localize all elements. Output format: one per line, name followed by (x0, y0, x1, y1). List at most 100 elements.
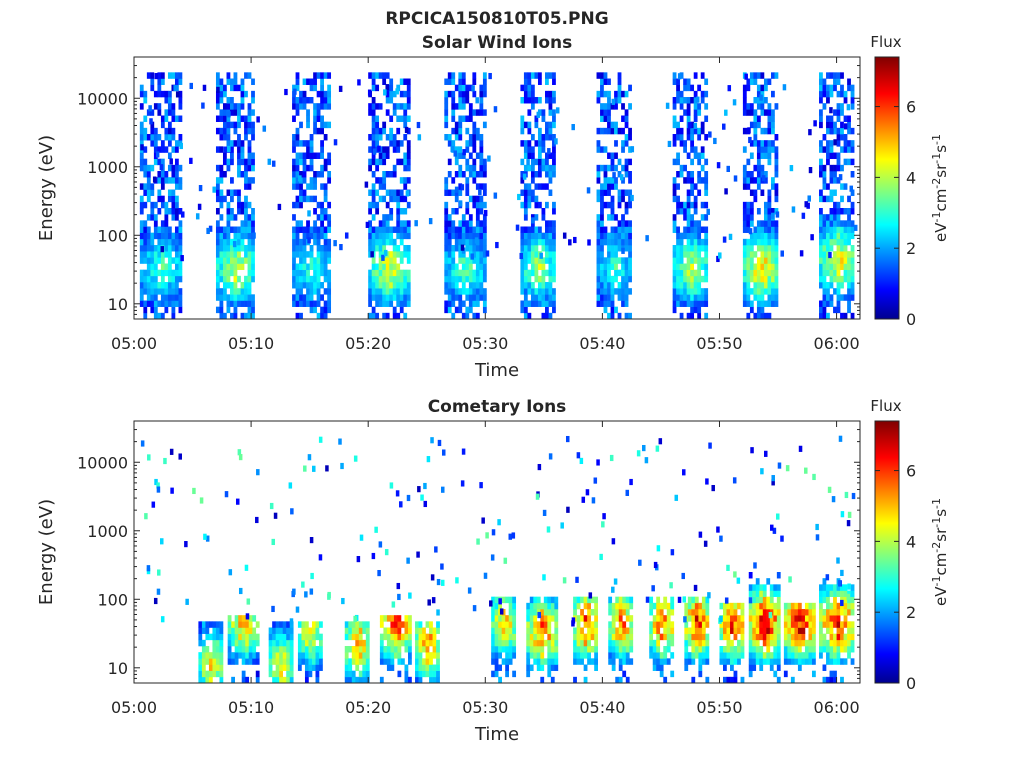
heatmap-cell (636, 450, 641, 457)
heatmap-cell (146, 177, 151, 184)
heatmap-cell (693, 183, 698, 190)
heatmap-cell (607, 78, 611, 85)
heatmap-cell (157, 226, 162, 233)
heatmap-cell (644, 457, 649, 464)
heatmap-cell (355, 627, 360, 634)
heatmap-cell (171, 269, 176, 277)
heatmap-cell (826, 121, 830, 129)
heatmap-cell (153, 232, 158, 240)
heatmap-cell (652, 664, 657, 671)
heatmap-cell (231, 621, 235, 628)
heatmap-cell (461, 84, 466, 92)
heatmap-cell (244, 72, 248, 79)
heatmap-cell (271, 160, 276, 167)
heatmap-cell (545, 300, 549, 307)
heatmap-cell (773, 621, 778, 628)
heatmap-cell (313, 115, 317, 122)
heatmap-cell (723, 633, 727, 641)
heatmap-cell (783, 633, 788, 641)
heatmap-cell (395, 490, 400, 497)
heatmap-cell (822, 584, 827, 591)
heatmap-cell (683, 251, 687, 258)
heatmap-cell (378, 251, 383, 258)
heatmap-cell (697, 263, 702, 270)
heatmap-cell (822, 306, 827, 314)
heatmap-cell (155, 151, 160, 158)
heatmap-cell (226, 140, 231, 147)
heatmap-cell (600, 146, 604, 153)
heatmap-cell (226, 103, 231, 110)
heatmap-cell (545, 294, 549, 301)
heatmap-cell (628, 238, 632, 246)
heatmap-cell (676, 232, 680, 240)
heatmap-cell (843, 312, 848, 319)
heatmap-cell (297, 652, 302, 659)
heatmap-cell (295, 134, 300, 141)
heatmap-cell (143, 282, 148, 289)
heatmap-cell (552, 90, 556, 98)
heatmap-cell (840, 183, 844, 190)
heatmap-cell (383, 627, 388, 634)
heatmap-cell (614, 251, 618, 258)
heatmap-cell (771, 263, 775, 270)
heatmap-cell (458, 152, 463, 159)
heatmap-cell (316, 201, 321, 209)
heatmap-cell (850, 646, 855, 653)
heatmap-cell (362, 670, 367, 678)
heatmap-cell (272, 639, 276, 647)
heatmap-cell (240, 220, 245, 227)
heatmap-cell (198, 621, 203, 628)
heatmap-cell (833, 171, 837, 178)
heatmap-cell (436, 676, 440, 683)
heatmap-cell (819, 269, 823, 277)
heatmap-cell (545, 226, 549, 233)
heatmap-cell (847, 633, 851, 641)
heatmap-cell (392, 90, 397, 98)
heatmap-cell (603, 300, 608, 307)
heatmap-cell (139, 269, 144, 277)
heatmap-cell (302, 300, 307, 307)
heatmap-cell (536, 633, 541, 641)
heatmap-cell (447, 72, 452, 79)
heatmap-cell (748, 670, 753, 678)
heatmap-cell (157, 189, 162, 196)
heatmap-cell (790, 639, 795, 647)
heatmap-cell (753, 189, 758, 196)
heatmap-cell (205, 676, 210, 683)
heatmap-cell (552, 257, 556, 264)
heatmap-cell (594, 621, 598, 628)
heatmap-cell (244, 294, 248, 301)
heatmap-cell (320, 208, 324, 215)
heatmap-cell (819, 140, 823, 147)
x-tick-label: 05:40 (579, 698, 625, 717)
heatmap-cell (826, 596, 830, 604)
heatmap-cell (362, 621, 367, 628)
heatmap-cell (160, 616, 165, 623)
heatmap-cell (697, 300, 702, 307)
heatmap-cell (649, 639, 654, 647)
heatmap-cell (672, 134, 677, 141)
heatmap-cell (385, 146, 390, 153)
heatmap-cell (292, 140, 296, 147)
heatmap-cell (233, 269, 238, 277)
heatmap-cell (726, 609, 731, 616)
heatmap-cell (850, 220, 855, 227)
heatmap-cell (244, 300, 248, 307)
heatmap-cell (447, 134, 452, 141)
heatmap-cell (146, 134, 151, 141)
heatmap-cell (461, 97, 466, 104)
heatmap-cell (686, 226, 691, 233)
heatmap-cell (826, 72, 830, 79)
heatmap-cell (491, 652, 495, 659)
heatmap-cell (219, 288, 224, 295)
heatmap-cell (767, 158, 772, 166)
heatmap-cell (447, 288, 452, 295)
heatmap-cell (742, 97, 747, 104)
heatmap-cell (701, 633, 706, 641)
heatmap-cell (596, 195, 601, 203)
heatmap-cell (614, 164, 618, 172)
heatmap-cell (371, 134, 376, 141)
heatmap-cell (226, 257, 231, 264)
heatmap-cell (540, 609, 545, 616)
heatmap-cell (219, 658, 224, 665)
